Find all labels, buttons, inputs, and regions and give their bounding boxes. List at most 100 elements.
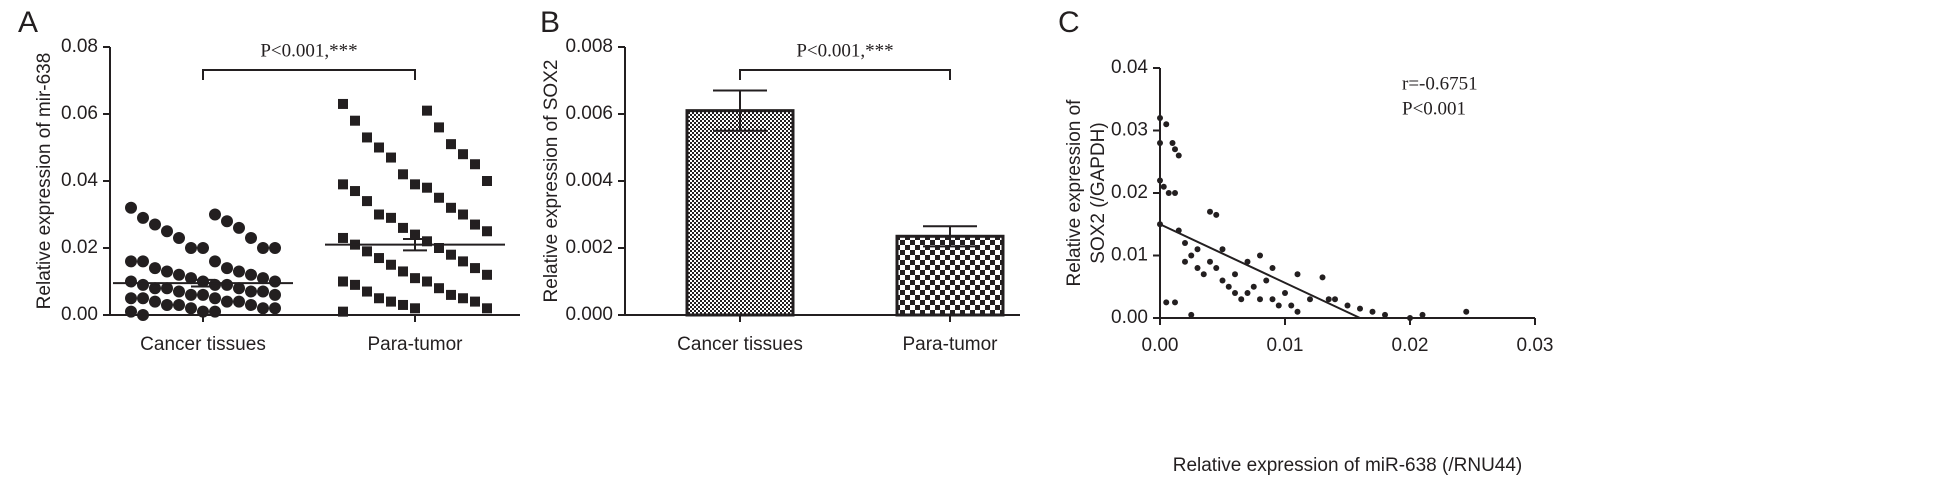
data-point <box>1382 311 1388 318</box>
data-point <box>1238 296 1245 303</box>
error-bar <box>923 225 977 248</box>
data-point <box>1219 246 1226 253</box>
x-tick-label: Cancer tissues <box>677 334 803 355</box>
data-point <box>209 255 221 268</box>
data-point <box>125 201 137 214</box>
data-point <box>1163 121 1170 128</box>
data-point <box>1288 302 1295 309</box>
data-point <box>1357 305 1363 312</box>
data-point <box>161 265 173 278</box>
data-point <box>1275 302 1282 309</box>
x-tick-label: Para-tumor <box>902 334 998 355</box>
data-point <box>470 263 480 274</box>
panel-label: B <box>540 6 560 39</box>
significance-bracket <box>739 69 951 80</box>
data-point <box>362 132 372 143</box>
data-point <box>245 285 257 298</box>
data-point <box>221 215 233 228</box>
sem-bar <box>403 237 427 252</box>
data-point <box>149 218 161 231</box>
data-point <box>1188 252 1195 259</box>
data-point <box>221 295 233 308</box>
y-axis-label: Relative expression of <box>1064 99 1085 287</box>
data-point <box>1213 265 1220 271</box>
y-tick-label: 0.000 <box>565 304 613 325</box>
data-point <box>1269 296 1276 303</box>
data-point <box>1157 140 1163 146</box>
data-point <box>410 229 420 240</box>
data-point <box>422 105 432 116</box>
data-point <box>1188 311 1195 318</box>
data-point <box>1369 308 1376 315</box>
data-point <box>1282 290 1288 296</box>
x-tick-label: Para-tumor <box>367 334 463 355</box>
y-tick-label: 0.00 <box>1111 307 1148 328</box>
data-point <box>1269 265 1276 271</box>
data-point <box>1257 296 1263 303</box>
data-point <box>386 152 396 163</box>
data-point <box>245 298 257 311</box>
data-point <box>1344 302 1351 309</box>
data-point <box>1263 277 1270 284</box>
data-point <box>185 272 197 285</box>
x-tick-label: Cancer tissues <box>140 334 266 355</box>
data-point <box>209 208 221 221</box>
data-point <box>338 232 348 243</box>
data-point <box>338 98 348 109</box>
data-point <box>149 295 161 308</box>
fit-line <box>1159 223 1361 319</box>
data-point <box>1175 152 1182 159</box>
y-tick-label: 0.00 <box>61 304 98 325</box>
data-point <box>173 298 185 311</box>
data-point <box>1325 296 1332 303</box>
x-axis-label: Relative expression of miR-638 (/RNU44) <box>1173 455 1523 476</box>
significance-label: P<0.001,*** <box>260 40 357 61</box>
data-point <box>398 266 408 277</box>
data-point <box>137 211 149 224</box>
data-point <box>410 303 420 314</box>
data-point <box>245 268 257 281</box>
data-point <box>434 122 444 133</box>
data-point <box>245 231 257 244</box>
data-point <box>482 226 492 237</box>
data-point <box>1182 258 1188 265</box>
data-point <box>173 231 185 244</box>
data-point <box>362 286 372 297</box>
data-point <box>1225 283 1232 290</box>
y-tick-label: 0.04 <box>61 170 98 191</box>
data-point <box>149 282 161 295</box>
data-point <box>1194 246 1201 253</box>
data-point <box>446 249 456 260</box>
data-point <box>458 293 468 304</box>
data-point <box>137 255 149 268</box>
data-point <box>1157 115 1163 121</box>
data-point <box>374 209 384 220</box>
bar <box>685 109 795 317</box>
y-tick-label: 0.04 <box>1111 57 1148 78</box>
data-point <box>458 149 468 160</box>
data-point <box>446 139 456 150</box>
data-point <box>1250 283 1257 290</box>
data-point <box>338 306 348 317</box>
data-point <box>269 302 281 315</box>
data-point <box>374 142 384 153</box>
x-tick-label: 0.03 <box>1517 335 1554 356</box>
data-point <box>434 192 444 203</box>
data-point <box>362 196 372 207</box>
y-tick-label: 0.008 <box>565 36 613 57</box>
data-point <box>482 269 492 280</box>
data-point <box>233 265 245 278</box>
data-point <box>1332 296 1338 303</box>
data-point <box>1172 299 1178 306</box>
significance-bracket <box>202 69 416 80</box>
data-point <box>269 288 281 301</box>
data-point <box>458 256 468 267</box>
data-point <box>470 296 480 307</box>
data-point <box>233 295 245 308</box>
data-point <box>149 262 161 275</box>
data-point <box>1244 290 1251 296</box>
data-point <box>185 288 197 301</box>
panel-label: C <box>1058 6 1080 39</box>
data-point <box>161 225 173 238</box>
data-point <box>197 305 209 318</box>
